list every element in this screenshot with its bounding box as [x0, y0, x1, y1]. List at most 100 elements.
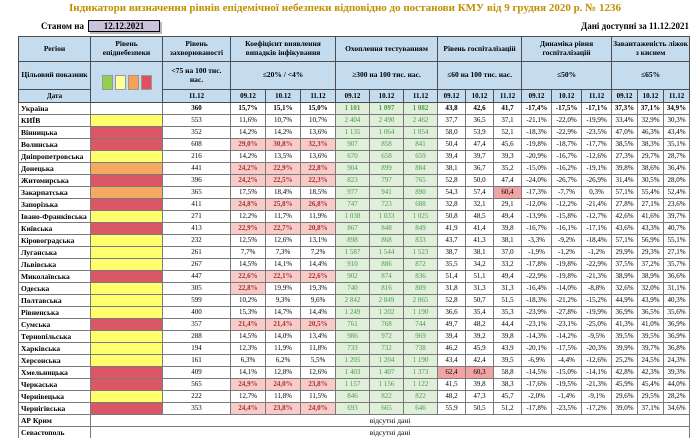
hospitalization-cell: 37,7 — [437, 114, 467, 127]
table-row: Івано-Франківська 271 12,2% 11,7% 11,9% 1 038… — [18, 210, 690, 223]
detection-coef-cell: 22,9% — [265, 162, 301, 175]
hospitalization-cell: 49,7 — [437, 318, 467, 331]
oxygen-beds-cell: 56,9% — [637, 234, 665, 247]
hospitalization-dynamics-cell: -12,0% — [521, 198, 553, 211]
hospitalization-dynamics-cell: -4,4% — [551, 354, 583, 367]
risk-level-cell — [90, 342, 163, 355]
hospitalization-dynamics-cell: -1,9% — [521, 246, 553, 259]
detection-coef-cell: 5,5% — [300, 354, 336, 367]
oxygen-beds-cell: 28,0% — [663, 174, 690, 187]
hospitalization-dynamics-cell: -15,2% — [581, 294, 613, 307]
hospitalization-cell: 50,5 — [465, 402, 495, 415]
hospitalization-cell: 38,1 — [465, 246, 495, 259]
hospitalization-dynamics-cell: -18,3% — [521, 126, 553, 139]
hospitalization-dynamics-cell: -19,8% — [551, 258, 583, 271]
risk-level-cell — [90, 198, 163, 211]
testing-cell: 1 204 — [369, 354, 404, 367]
hospitalization-dynamics-cell: -12,6% — [581, 354, 613, 367]
hospitalization-dynamics-cell: -21,4% — [581, 198, 613, 211]
testing-cell: 1 033 — [369, 210, 404, 223]
region-cell: Херсонська — [18, 354, 91, 367]
table-row: Донецька 441 24,2% 22,9% 22,8% 904 899 884 38,1 3… — [18, 162, 690, 175]
hospitalization-dynamics-cell: -17,3% — [521, 186, 553, 199]
detection-coef-cell: 24,4% — [230, 402, 266, 415]
oxygen-beds-cell: 38,3% — [637, 138, 665, 151]
testing-cell: 1 190 — [402, 354, 439, 367]
oxygen-beds-cell: 57,1% — [611, 186, 639, 199]
detection-coef-cell: 23,8% — [265, 402, 301, 415]
testing-cell: 858 — [369, 138, 404, 151]
oxygen-beds-cell: 32,6% — [611, 282, 639, 295]
hospitalization-dynamics-cell: -19,9% — [581, 114, 613, 127]
incidence-cell: 352 — [162, 126, 231, 139]
oxygen-beds-cell: 29,3% — [637, 246, 665, 259]
hospitalization-cell: 47,4 — [493, 174, 523, 187]
testing-cell: 2 404 — [335, 114, 370, 127]
hospitalization-cell: 48,5 — [465, 210, 495, 223]
target-incidence: <75 на 100 тис. нас. — [162, 61, 231, 90]
hospitalization-dynamics-cell: -17,5% — [551, 342, 583, 355]
oxygen-beds-cell: 39,0% — [611, 402, 639, 415]
table-row: Сумська 357 21,4% 21,4% 20,5% 761 768 744 49,7 48… — [18, 318, 690, 331]
region-cell: АР Крим — [18, 414, 91, 427]
detection-coef-cell: 26,8% — [300, 198, 336, 211]
hospitalization-dynamics-cell: -26,7% — [551, 174, 583, 187]
hospitalization-cell: 41,5 — [437, 378, 467, 391]
hospitalization-cell: 48,2 — [465, 318, 495, 331]
testing-cell: 665 — [369, 402, 404, 415]
detection-coef-cell: 12,3% — [230, 342, 266, 355]
incidence-cell: 565 — [162, 378, 231, 391]
incidence-cell: 396 — [162, 174, 231, 187]
table-row: Черкаська 565 24,9% 24,0% 23,8% 1 157 1 156 1 1… — [18, 378, 690, 391]
testing-cell: 768 — [369, 318, 404, 331]
col-incidence: Рівень захворюваності — [162, 36, 231, 62]
testing-cell: 723 — [369, 198, 404, 211]
detection-coef-cell: 15,0% — [300, 102, 336, 115]
hospitalization-dynamics-cell: -16,1% — [551, 222, 583, 235]
hospitalization-cell: 43,8 — [437, 102, 467, 115]
detection-coef-cell: 15,1% — [265, 102, 301, 115]
hospitalization-cell: 52,1 — [493, 126, 523, 139]
hospitalization-cell: 29,1 — [493, 198, 523, 211]
detection-coef-cell: 22,3% — [300, 174, 336, 187]
legend-red-swatch — [140, 74, 152, 90]
testing-cell: 1 064 — [369, 126, 404, 139]
testing-cell: 874 — [369, 270, 404, 283]
detection-coef-cell: 22,6% — [300, 270, 336, 283]
hospitalization-cell: 60,3 — [465, 366, 495, 379]
hospitalization-dynamics-cell: -1,4% — [551, 390, 583, 403]
col-hospitalization-level: Рівень госпіталізацій — [437, 36, 523, 62]
hospitalization-cell: 50,8 — [437, 210, 467, 223]
incidence-cell: 353 — [162, 402, 231, 415]
oxygen-beds-cell: 43,4% — [663, 126, 690, 139]
oxygen-beds-cell: 24,5% — [637, 354, 665, 367]
table-row: Україна 360 15,7% 15,1% 15,0% 1 101 1 097 1 082… — [18, 102, 690, 115]
detection-coef-cell: 14,1% — [230, 366, 266, 379]
hospitalization-dynamics-cell: -15,0% — [521, 162, 553, 175]
hospitalization-dynamics-cell: -9,1% — [581, 390, 613, 403]
oxygen-beds-cell: 41,6% — [637, 210, 665, 223]
date-cell: 09.12 — [521, 89, 553, 103]
col-hospitalization-dynamics: Динаміка рівня госпіталізацій — [521, 36, 613, 62]
table-row: Чернівецька 222 12,7% 11,8% 11,5% 846 822 822 48… — [18, 390, 690, 403]
table-row: Тернопільська 288 14,5% 14,0% 13,4% 986 972 969… — [18, 330, 690, 343]
incidence-cell: 553 — [162, 114, 231, 127]
testing-cell: 1 249 — [335, 306, 370, 319]
oxygen-beds-cell: 55,4% — [637, 186, 665, 199]
hospitalization-cell: 45,9 — [465, 342, 495, 355]
testing-cell: 1 097 — [369, 102, 404, 115]
hospitalization-cell: 31,8 — [437, 282, 467, 295]
testing-cell: 816 — [369, 282, 404, 295]
region-cell: Миколаївська — [18, 270, 91, 283]
testing-cell: 841 — [402, 138, 439, 151]
hospitalization-cell: 47,3 — [465, 390, 495, 403]
testing-cell: 1 403 — [335, 366, 370, 379]
testing-cell: 1 038 — [335, 210, 370, 223]
risk-level-cell — [90, 102, 163, 115]
risk-level-cell — [90, 174, 163, 187]
hospitalization-dynamics-cell: -14,3% — [521, 330, 553, 343]
hospitalization-cell: 39,8 — [493, 222, 523, 235]
region-cell: Вінницька — [18, 126, 91, 139]
region-cell: Львівська — [18, 258, 91, 271]
hospitalization-dynamics-cell: -8,8% — [581, 282, 613, 295]
